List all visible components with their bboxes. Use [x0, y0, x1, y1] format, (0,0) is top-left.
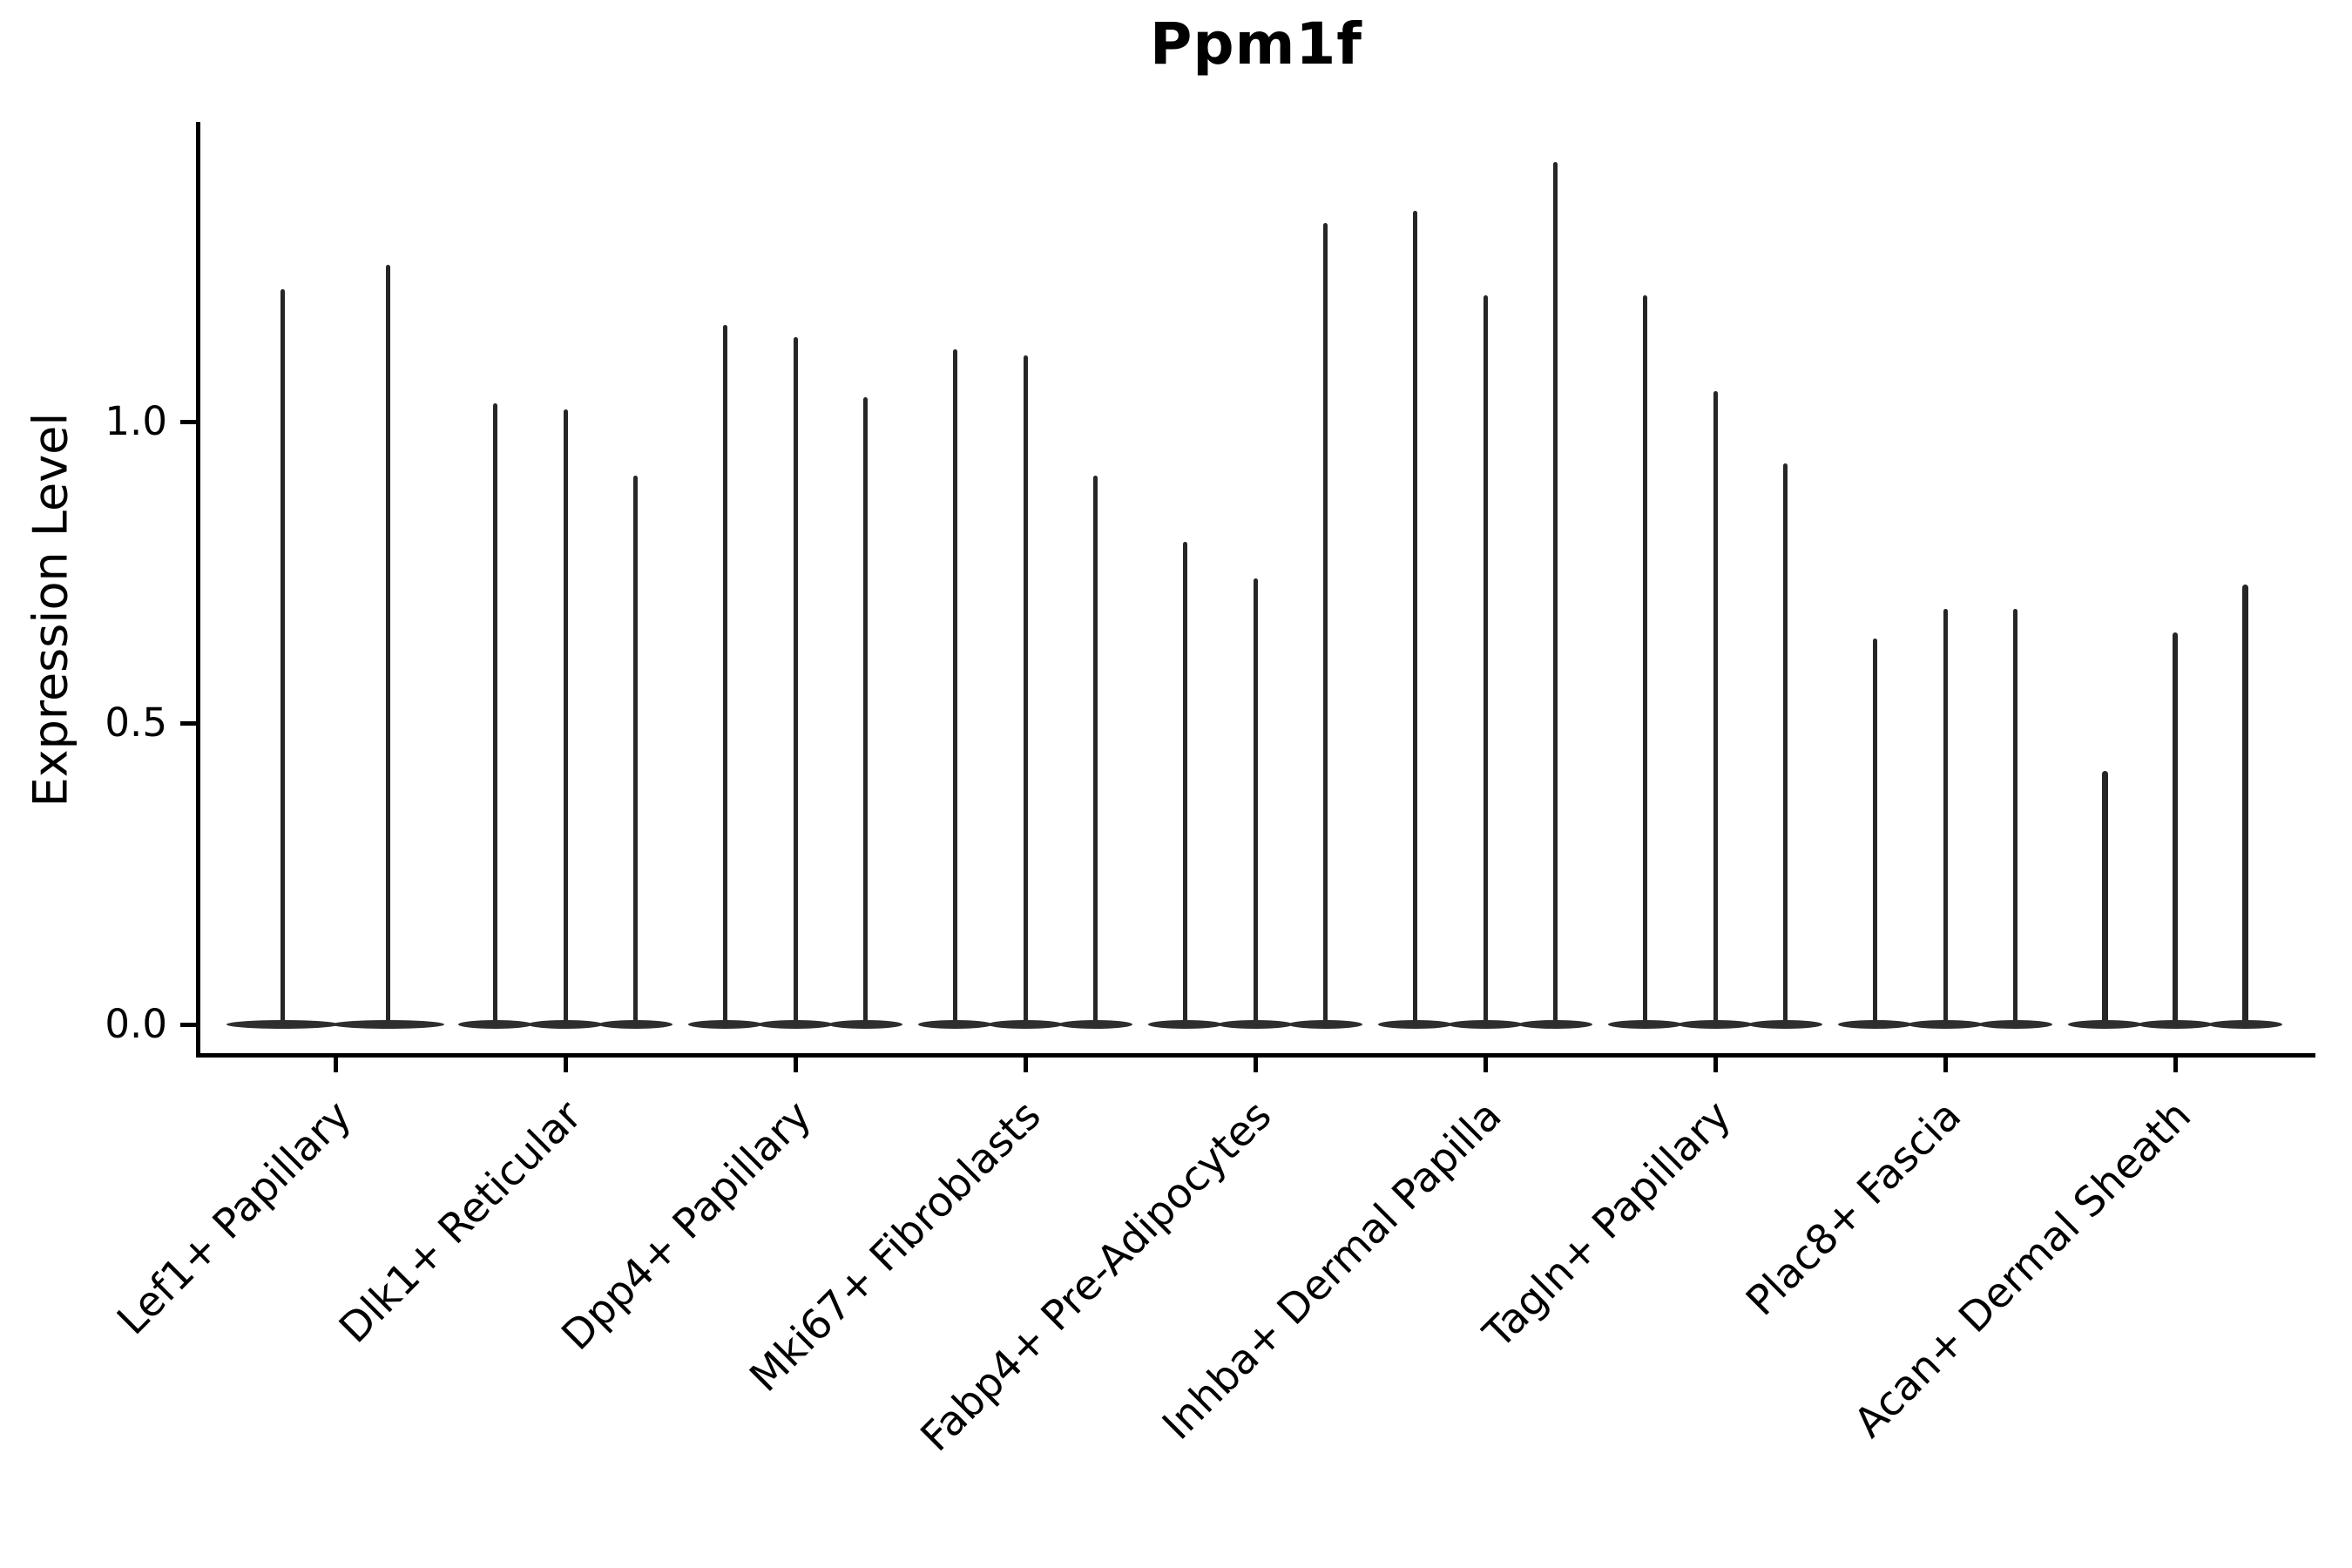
y-tick: [180, 1022, 196, 1027]
violin-base: [828, 1020, 903, 1029]
violin-base: [1517, 1020, 1593, 1029]
x-tick: [2173, 1058, 2178, 1072]
x-tick: [1253, 1058, 1258, 1072]
violin-base: [1607, 1020, 1683, 1029]
x-tick: [1483, 1058, 1488, 1072]
violin-spike: [2242, 584, 2248, 1029]
violin-spike: [280, 288, 285, 1029]
violin-spike: [1412, 210, 1417, 1029]
violin-base: [1977, 1020, 2053, 1029]
violin-base: [687, 1020, 763, 1029]
violin-spike: [1943, 608, 1948, 1029]
violin-spike: [1023, 355, 1028, 1029]
x-tick: [793, 1058, 798, 1072]
violin-spike: [1783, 463, 1788, 1029]
violin-spike: [1872, 639, 1877, 1029]
x-tick: [1943, 1058, 1948, 1072]
violin-base: [2067, 1020, 2143, 1029]
violin-base: [1448, 1020, 1523, 1029]
violin-spike: [793, 337, 798, 1029]
violin-base: [758, 1020, 833, 1029]
violin-base: [1837, 1020, 1913, 1029]
violin-spike: [2013, 608, 2018, 1029]
violin-spike: [863, 397, 868, 1029]
violin-base: [1747, 1020, 1823, 1029]
violin-spike: [722, 325, 727, 1029]
violin-spike: [1553, 162, 1558, 1029]
violin-spike: [563, 409, 568, 1029]
violin-base: [917, 1020, 993, 1029]
violin-spike: [386, 265, 390, 1029]
violin-spike: [1642, 294, 1647, 1029]
violin-base: [528, 1020, 603, 1029]
violin-spike: [1323, 222, 1328, 1029]
y-tick-label: 1.0: [105, 398, 167, 444]
violin-base: [1288, 1020, 1363, 1029]
violin-base: [1377, 1020, 1453, 1029]
y-tick-label: 0.0: [105, 1001, 167, 1047]
violin-base: [226, 1020, 339, 1029]
violin-base: [457, 1020, 533, 1029]
violin-spike: [1713, 391, 1718, 1029]
chart-title: Ppm1f: [1149, 10, 1363, 78]
x-tick: [333, 1058, 338, 1072]
y-tick-label: 0.5: [105, 700, 167, 746]
x-axis-spine: [196, 1053, 2315, 1058]
violin-base: [1218, 1020, 1293, 1029]
violin-base: [1058, 1020, 1133, 1029]
x-tick-label: Acan+ Dermal Sheath: [1139, 1082, 2200, 1447]
violin-spike: [1253, 578, 1258, 1029]
violin-base: [1678, 1020, 1753, 1029]
violin-base: [1147, 1020, 1223, 1029]
violin-base: [2138, 1020, 2213, 1029]
violin-spike: [633, 476, 639, 1029]
violin-spike: [1182, 542, 1187, 1029]
violin-spike: [492, 403, 497, 1029]
violin-base: [2207, 1020, 2283, 1029]
violin-spike: [952, 348, 957, 1029]
violin-spike: [1093, 476, 1098, 1029]
x-tick: [563, 1058, 568, 1072]
violin-base: [332, 1020, 444, 1029]
x-tick: [1023, 1058, 1028, 1072]
violin-spike: [2102, 771, 2108, 1029]
y-tick: [180, 419, 196, 424]
y-tick: [180, 720, 196, 726]
violin-spike: [2172, 632, 2179, 1029]
x-tick: [1713, 1058, 1718, 1072]
violin-base: [598, 1020, 673, 1029]
violin-spike: [1483, 294, 1488, 1029]
violin-base: [988, 1020, 1063, 1029]
y-axis-spine: [196, 122, 200, 1058]
violin-base: [1908, 1020, 1983, 1029]
